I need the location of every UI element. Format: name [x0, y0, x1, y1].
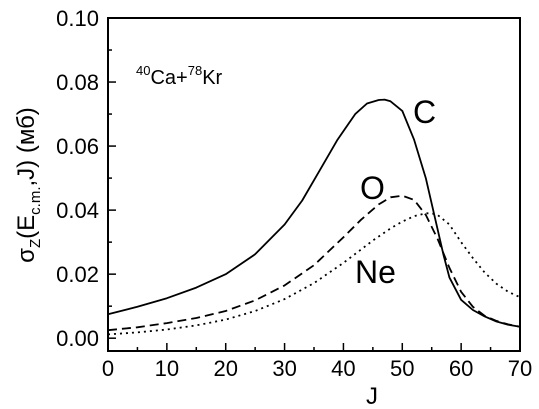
y-axis-title: σZ(Ec.m.,J) (мб)	[13, 107, 44, 263]
x-tick-label: 0	[102, 356, 114, 381]
series-line-ne	[107, 212, 521, 336]
x-tick-label: 70	[508, 356, 532, 381]
x-tick-label: 60	[449, 356, 473, 381]
x-axis-title: J	[366, 383, 378, 409]
x-axis-ticks: 0 10 20 30 40 50 60 70	[102, 343, 532, 381]
series-label-c: C	[413, 94, 436, 130]
x-tick-label: 10	[155, 356, 179, 381]
x-tick-label: 20	[213, 356, 237, 381]
series-layer	[107, 98, 521, 336]
y-tick-label: 0.06	[56, 134, 99, 159]
series-line-o	[107, 194, 521, 332]
series-label-o: O	[360, 170, 385, 206]
x-tick-label: 30	[272, 356, 296, 381]
x-tick-label: 50	[390, 356, 414, 381]
y-axis-ticks: 0.00 0.02 0.04 0.06 0.08 0.10	[56, 6, 116, 351]
x-tick-label: 40	[331, 356, 355, 381]
reaction-annotation: 40Ca+78Kr	[136, 63, 223, 89]
y-tick-label: 0.00	[56, 326, 99, 351]
series-line-c	[107, 98, 521, 328]
y-tick-label: 0.10	[56, 6, 99, 31]
series-label-ne: Ne	[355, 254, 396, 290]
y-tick-label: 0.04	[56, 198, 99, 223]
y-tick-label: 0.08	[56, 70, 99, 95]
y-tick-label: 0.02	[56, 262, 99, 287]
